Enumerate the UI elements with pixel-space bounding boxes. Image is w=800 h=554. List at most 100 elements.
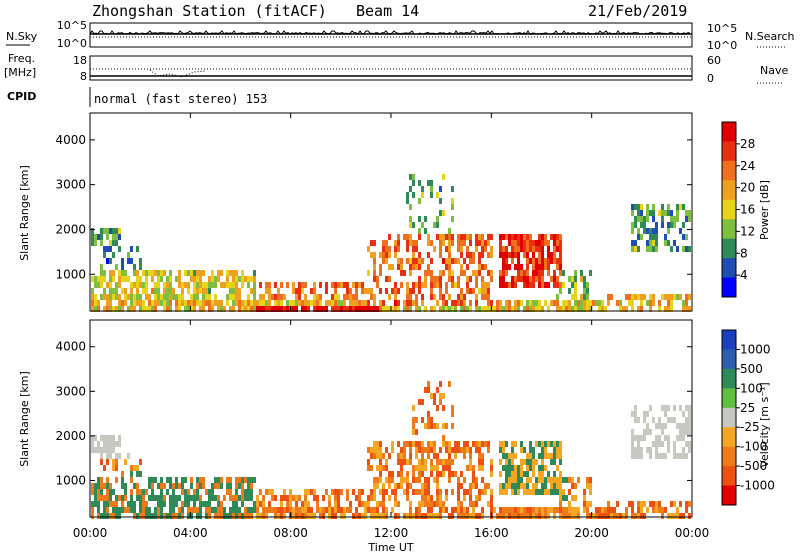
power-cell bbox=[127, 252, 130, 258]
velocity-cell bbox=[433, 513, 436, 519]
velocity-cell bbox=[247, 513, 250, 519]
velocity-cell bbox=[463, 513, 466, 519]
velocity-cell bbox=[133, 513, 136, 519]
velocity-cell bbox=[241, 495, 244, 501]
noise-panel: 10^5 10^0 10^5 10^0 N.Sky N.Search bbox=[6, 19, 795, 52]
velocity-cell bbox=[544, 489, 547, 495]
power-cell bbox=[196, 294, 199, 300]
power-cell bbox=[361, 300, 364, 306]
power-cell bbox=[181, 294, 184, 300]
power-cell bbox=[406, 288, 409, 294]
velocity-cell bbox=[538, 465, 541, 471]
velocity-cell bbox=[424, 447, 427, 453]
power-cell bbox=[463, 300, 466, 306]
power-cell bbox=[544, 282, 547, 288]
power-cell bbox=[526, 258, 529, 264]
power-cell bbox=[220, 270, 223, 276]
nsky-label: N.Sky bbox=[6, 30, 38, 43]
velocity-colorbar-tick-label: -500 bbox=[740, 459, 767, 473]
power-cell bbox=[535, 240, 538, 246]
power-cell bbox=[367, 300, 370, 306]
power-cell bbox=[337, 300, 340, 306]
velocity-cell bbox=[253, 507, 256, 513]
power-cell bbox=[679, 294, 682, 300]
power-cell bbox=[166, 306, 169, 312]
power-cell bbox=[505, 246, 508, 252]
power-cell bbox=[667, 294, 670, 300]
power-cell bbox=[541, 306, 544, 312]
power-cell bbox=[106, 228, 109, 234]
power-cell bbox=[301, 300, 304, 306]
power-cell bbox=[529, 306, 532, 312]
velocity-cell bbox=[112, 513, 115, 519]
power-cell bbox=[331, 306, 334, 312]
power-cell bbox=[259, 294, 262, 300]
velocity-cell bbox=[433, 501, 436, 507]
velocity-cell bbox=[346, 507, 349, 513]
velocity-cell bbox=[397, 459, 400, 465]
power-cell bbox=[685, 306, 688, 312]
velocity-cell bbox=[424, 501, 427, 507]
velocity-colorbar-swatch bbox=[722, 407, 736, 428]
power-cell bbox=[475, 300, 478, 306]
velocity-cell bbox=[541, 453, 544, 459]
velocity-cell bbox=[268, 501, 271, 507]
power-cell bbox=[463, 234, 466, 240]
velocity-cell bbox=[244, 507, 247, 513]
velocity-cell bbox=[643, 417, 646, 423]
velocity-cell bbox=[427, 417, 430, 423]
power-cell bbox=[514, 240, 517, 246]
power-cell bbox=[112, 252, 115, 258]
velocity-cell bbox=[682, 513, 685, 519]
velocity-cell bbox=[370, 507, 373, 513]
velocity-cell bbox=[229, 483, 232, 489]
power-cell bbox=[226, 270, 229, 276]
power-cell bbox=[547, 264, 550, 270]
cpid-label: CPID bbox=[7, 90, 36, 103]
velocity-cell bbox=[454, 453, 457, 459]
power-cell bbox=[466, 264, 469, 270]
velocity-cell bbox=[535, 489, 538, 495]
power-cell bbox=[136, 288, 139, 294]
velocity-cell bbox=[400, 453, 403, 459]
power-cell bbox=[193, 270, 196, 276]
velocity-cell bbox=[661, 429, 664, 435]
power-cell bbox=[538, 264, 541, 270]
power-cell bbox=[409, 222, 412, 228]
velocity-cell bbox=[442, 459, 445, 465]
velocity-cell bbox=[523, 459, 526, 465]
power-cell bbox=[208, 294, 211, 300]
power-cell bbox=[502, 276, 505, 282]
velocity-cell bbox=[400, 477, 403, 483]
velocity-cell bbox=[430, 417, 433, 423]
velocity-cell bbox=[511, 507, 514, 513]
power-cell bbox=[154, 288, 157, 294]
velocity-cell bbox=[574, 495, 577, 501]
velocity-cell bbox=[502, 483, 505, 489]
velocity-cell bbox=[373, 495, 376, 501]
velocity-cell bbox=[223, 495, 226, 501]
power-cell bbox=[196, 282, 199, 288]
velocity-cell bbox=[310, 507, 313, 513]
power-cell bbox=[334, 294, 337, 300]
velocity-cell bbox=[121, 507, 124, 513]
velocity-cell bbox=[475, 441, 478, 447]
power-cell bbox=[139, 276, 142, 282]
power-cell bbox=[508, 252, 511, 258]
velocity-cell bbox=[646, 447, 649, 453]
power-ytick-label: 1000 bbox=[55, 267, 86, 281]
velocity-cell bbox=[337, 501, 340, 507]
power-cell bbox=[538, 258, 541, 264]
velocity-cell bbox=[391, 489, 394, 495]
velocity-cell bbox=[655, 423, 658, 429]
power-cell bbox=[577, 300, 580, 306]
power-ytick-label: 4000 bbox=[55, 133, 86, 147]
power-cell bbox=[121, 264, 124, 270]
velocity-cell bbox=[436, 471, 439, 477]
velocity-cell bbox=[154, 477, 157, 483]
power-cell bbox=[523, 240, 526, 246]
power-cell bbox=[559, 306, 562, 312]
velocity-cell bbox=[535, 507, 538, 513]
velocity-cell bbox=[358, 501, 361, 507]
